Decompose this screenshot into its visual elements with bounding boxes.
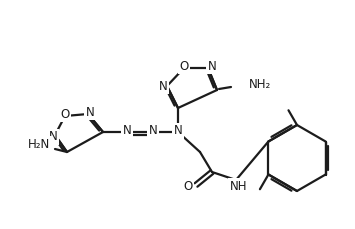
Text: N: N bbox=[122, 125, 131, 137]
Text: O: O bbox=[179, 60, 189, 73]
Text: NH₂: NH₂ bbox=[249, 77, 271, 90]
Text: N: N bbox=[86, 106, 94, 118]
Text: NH: NH bbox=[230, 180, 248, 193]
Text: N: N bbox=[149, 125, 157, 137]
Text: N: N bbox=[174, 125, 182, 137]
Text: H₂N: H₂N bbox=[28, 137, 50, 150]
Text: N: N bbox=[49, 131, 58, 144]
Text: N: N bbox=[159, 79, 167, 93]
Text: O: O bbox=[184, 180, 193, 193]
Text: N: N bbox=[208, 60, 217, 73]
Text: O: O bbox=[60, 107, 70, 120]
